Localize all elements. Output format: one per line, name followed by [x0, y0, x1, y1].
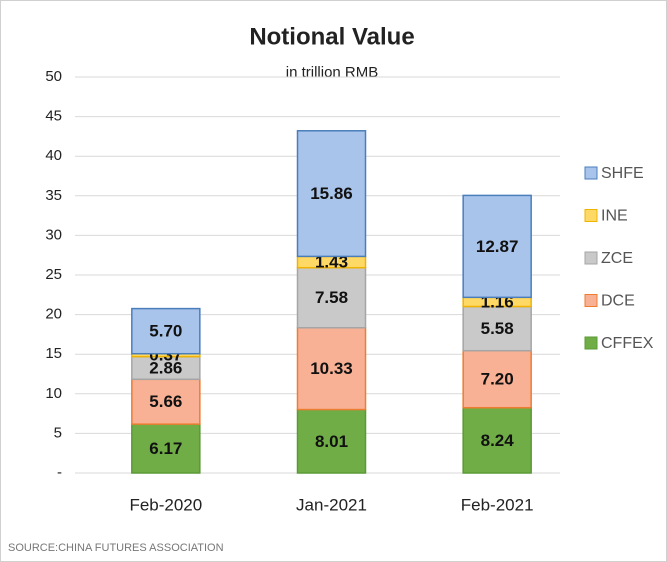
- bar-segment: [131, 423, 201, 474]
- bar-segment: [296, 130, 367, 258]
- legend-swatch: [584, 251, 598, 265]
- x-tick-label: Feb-2021: [461, 495, 534, 514]
- data-label: 15.86: [310, 184, 353, 203]
- y-tick-label: 20: [45, 306, 62, 323]
- source: SOURCE:CHINA FUTURES ASSOCIATION: [8, 542, 224, 554]
- legend-swatch: [584, 166, 598, 180]
- y-tick-label: -: [57, 464, 62, 481]
- data-label: 5.66: [149, 392, 182, 411]
- y-tick-label: 45: [45, 108, 62, 125]
- legend-swatch: [584, 209, 598, 222]
- y-tick-label: 15: [45, 345, 62, 362]
- y-tick-label: 40: [45, 147, 62, 164]
- bar-segment: [462, 194, 532, 299]
- data-label: 1.43: [315, 253, 348, 272]
- y-tick-label: 10: [45, 385, 62, 402]
- legend-swatch: [584, 336, 598, 350]
- legend-label: DCE: [601, 293, 635, 310]
- bar-segment: [462, 406, 532, 474]
- legend-label: CFFEX: [601, 335, 654, 352]
- data-label: 5.70: [149, 322, 182, 341]
- data-label: 7.58: [315, 288, 348, 307]
- legend-label: SHFE: [601, 165, 644, 182]
- data-label: 5.58: [481, 319, 514, 338]
- data-label: 6.17: [149, 439, 182, 458]
- y-tick-label: 25: [45, 266, 62, 283]
- y-tick-label: 5: [54, 424, 62, 441]
- bar-segment: [296, 266, 367, 329]
- bar-segment: [296, 326, 367, 411]
- legend-swatch: [584, 294, 598, 307]
- bar-segment: [131, 307, 201, 355]
- x-tick-label: Jan-2021: [296, 495, 367, 514]
- y-tick-label: 35: [45, 187, 62, 204]
- x-tick-label: Feb-2020: [129, 495, 202, 514]
- data-label: 12.87: [476, 237, 519, 256]
- chart-title: Notional Value: [249, 23, 414, 50]
- y-tick-label: 30: [45, 226, 62, 243]
- chart-subtitle: in trillion RMB: [286, 64, 379, 81]
- bar-segment: [296, 408, 367, 474]
- legend-label: INE: [601, 208, 628, 225]
- legend-label: ZCE: [601, 250, 633, 267]
- data-label: 7.20: [481, 370, 514, 389]
- data-label: 2.86: [149, 358, 182, 377]
- data-label: 8.24: [481, 431, 515, 450]
- bar-segment: [462, 349, 532, 409]
- bar-segment: [131, 378, 201, 425]
- data-label: 10.33: [310, 359, 353, 378]
- y-tick-label: 50: [45, 68, 62, 85]
- data-label: 8.01: [315, 432, 348, 451]
- bar-segment: [462, 305, 532, 352]
